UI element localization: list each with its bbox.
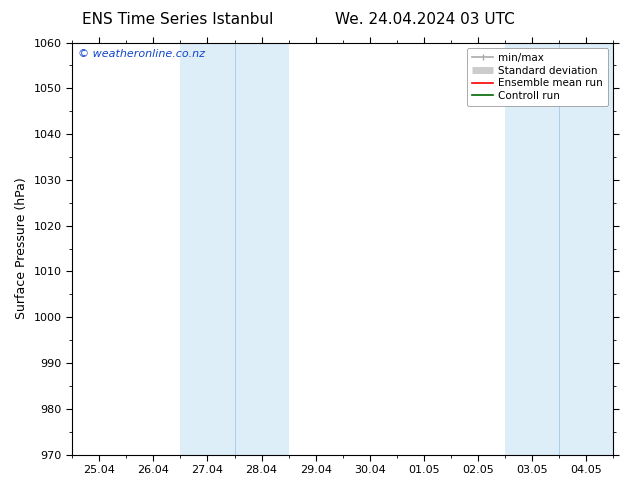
Legend: min/max, Standard deviation, Ensemble mean run, Controll run: min/max, Standard deviation, Ensemble me… xyxy=(467,48,608,106)
Y-axis label: Surface Pressure (hPa): Surface Pressure (hPa) xyxy=(15,178,28,319)
Text: © weatheronline.co.nz: © weatheronline.co.nz xyxy=(77,49,205,59)
Text: We. 24.04.2024 03 UTC: We. 24.04.2024 03 UTC xyxy=(335,12,515,27)
Bar xyxy=(505,43,614,455)
Bar xyxy=(180,43,288,455)
Text: ENS Time Series Istanbul: ENS Time Series Istanbul xyxy=(82,12,273,27)
